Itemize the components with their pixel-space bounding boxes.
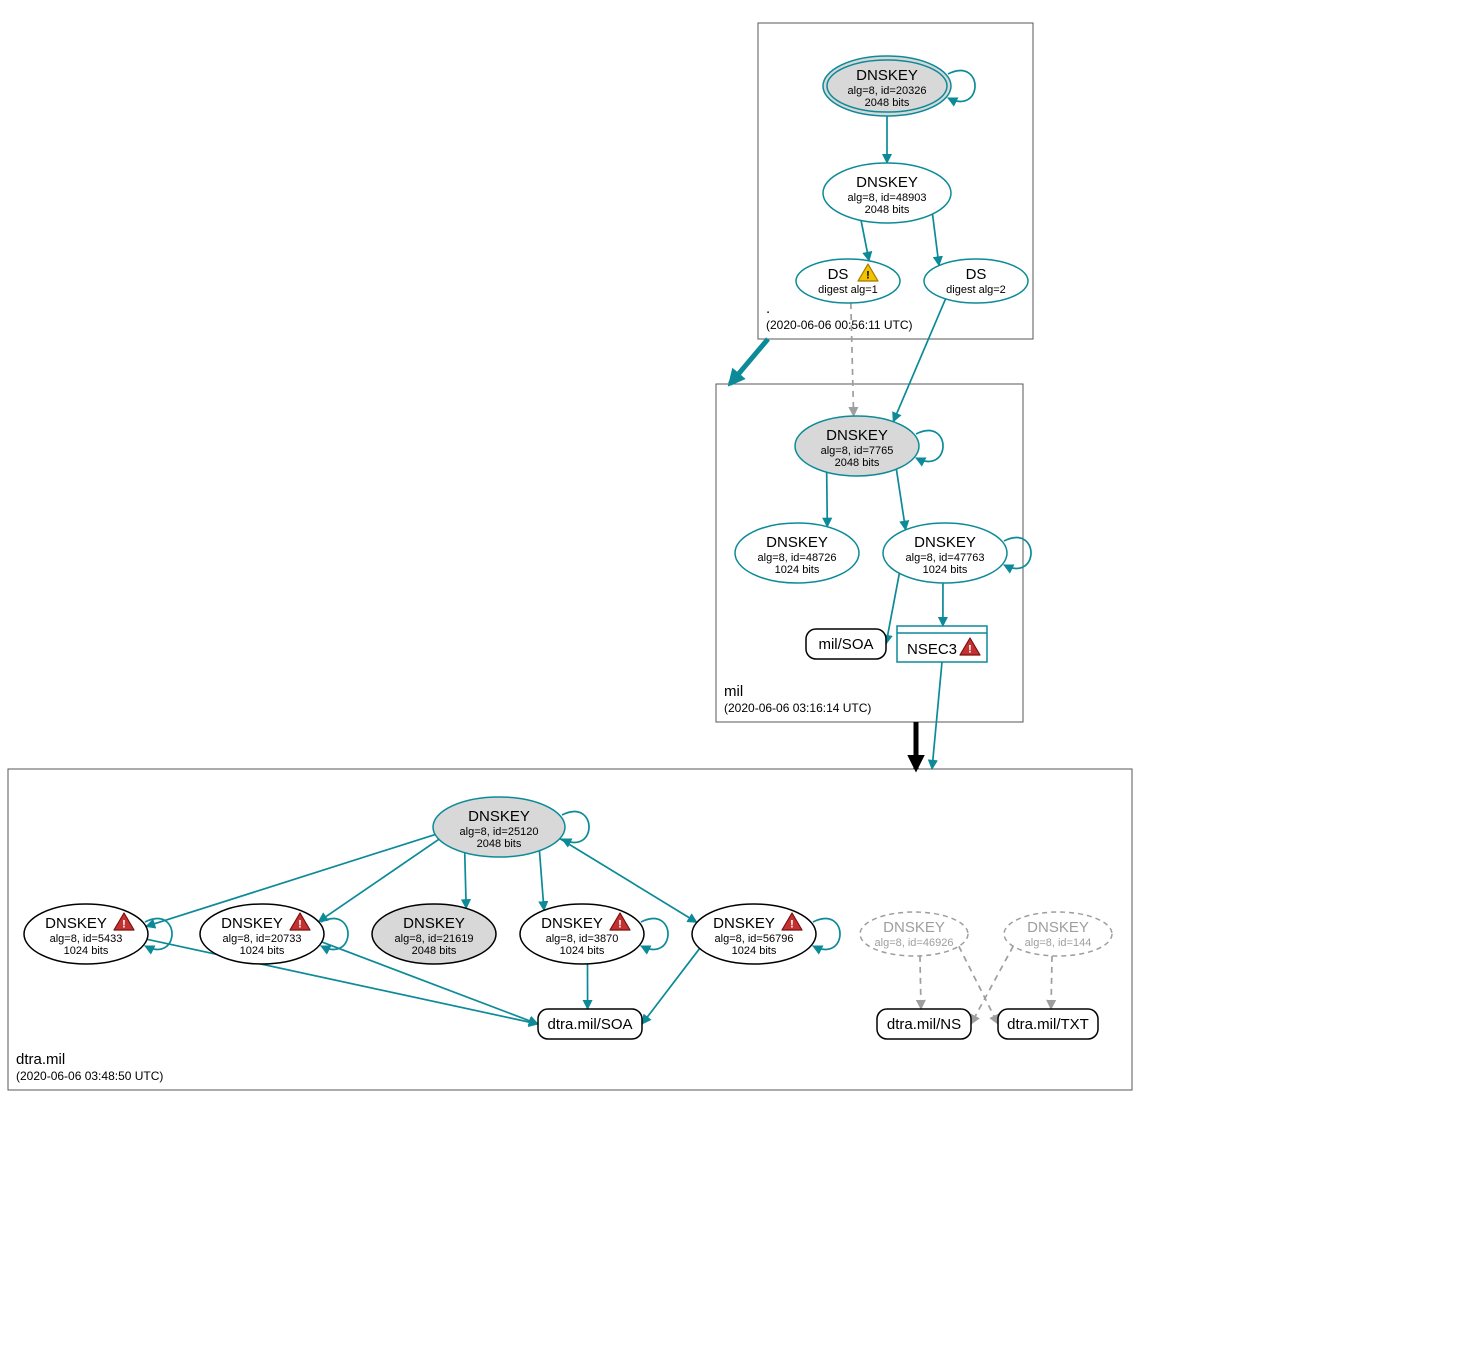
record-dtra_soa: dtra.mil/SOA (538, 1009, 642, 1039)
node-dtra_k3: DNSKEYalg=8, id=216192048 bits (372, 904, 496, 964)
svg-text:dtra.mil: dtra.mil (16, 1051, 65, 1068)
svg-text:alg=8, id=48903: alg=8, id=48903 (848, 192, 927, 204)
node-dtra_ksk: DNSKEYalg=8, id=251202048 bits (433, 797, 565, 857)
svg-text:DS: DS (966, 266, 987, 283)
svg-text:1024 bits: 1024 bits (775, 564, 820, 576)
node-ds2: DSdigest alg=2 (924, 259, 1028, 303)
node-mil_ksk: DNSKEYalg=8, id=77652048 bits (795, 416, 919, 476)
node-mil_z1: DNSKEYalg=8, id=487261024 bits (735, 523, 859, 583)
node-dtra_k2: DNSKEYalg=8, id=207331024 bits! (200, 904, 324, 964)
svg-text:1024 bits: 1024 bits (64, 945, 109, 957)
svg-text:DNSKEY: DNSKEY (221, 915, 283, 932)
svg-text:!: ! (866, 270, 870, 282)
svg-text:digest alg=1: digest alg=1 (818, 284, 878, 296)
node-dtra_g1: DNSKEYalg=8, id=46926 (860, 912, 968, 956)
svg-text:1024 bits: 1024 bits (923, 564, 968, 576)
svg-text:alg=8, id=46926: alg=8, id=46926 (875, 937, 954, 949)
node-root_ksk: DNSKEYalg=8, id=203262048 bits (823, 56, 951, 116)
svg-text:(2020-06-06 03:16:14 UTC): (2020-06-06 03:16:14 UTC) (724, 701, 871, 715)
svg-text:!: ! (968, 644, 972, 656)
node-dtra_g2: DNSKEYalg=8, id=144 (1004, 912, 1112, 956)
svg-text:2048 bits: 2048 bits (865, 97, 910, 109)
svg-text:alg=8, id=25120: alg=8, id=25120 (460, 826, 539, 838)
svg-text:DNSKEY: DNSKEY (826, 427, 888, 444)
svg-text:!: ! (122, 919, 126, 931)
svg-text:DNSKEY: DNSKEY (856, 174, 918, 191)
record-nsec3: NSEC3! (897, 626, 987, 662)
svg-text:alg=8, id=20326: alg=8, id=20326 (848, 85, 927, 97)
svg-text:DNSKEY: DNSKEY (468, 808, 530, 825)
node-mil_z2: DNSKEYalg=8, id=477631024 bits (883, 523, 1007, 583)
svg-text:alg=8, id=48726: alg=8, id=48726 (758, 552, 837, 564)
svg-text:mil: mil (724, 683, 743, 700)
svg-text:mil/SOA: mil/SOA (818, 636, 873, 653)
svg-text:DNSKEY: DNSKEY (883, 919, 945, 936)
svg-text:NSEC3: NSEC3 (907, 641, 957, 658)
record-dtra_txt: dtra.mil/TXT (998, 1009, 1098, 1039)
svg-text:alg=8, id=47763: alg=8, id=47763 (906, 552, 985, 564)
dnssec-diagram: .(2020-06-06 00:56:11 UTC)mil(2020-06-06… (0, 0, 1467, 1370)
svg-text:alg=8, id=21619: alg=8, id=21619 (395, 933, 474, 945)
node-dtra_k4: DNSKEYalg=8, id=38701024 bits! (520, 904, 644, 964)
svg-text:DNSKEY: DNSKEY (914, 534, 976, 551)
svg-text:DNSKEY: DNSKEY (713, 915, 775, 932)
svg-text:!: ! (298, 919, 302, 931)
svg-text:DS: DS (828, 266, 849, 283)
svg-text:dtra.mil/NS: dtra.mil/NS (887, 1016, 961, 1033)
svg-text:(2020-06-06 03:48:50 UTC): (2020-06-06 03:48:50 UTC) (16, 1069, 163, 1083)
svg-text:2048 bits: 2048 bits (477, 838, 522, 850)
svg-text:1024 bits: 1024 bits (240, 945, 285, 957)
svg-text:.: . (766, 300, 770, 317)
svg-text:!: ! (618, 919, 622, 931)
svg-text:2048 bits: 2048 bits (835, 457, 880, 469)
node-dtra_k5: DNSKEYalg=8, id=567961024 bits! (692, 904, 816, 964)
node-root_zsk: DNSKEYalg=8, id=489032048 bits (823, 163, 951, 223)
svg-text:2048 bits: 2048 bits (412, 945, 457, 957)
node-dtra_k1: DNSKEYalg=8, id=54331024 bits! (24, 904, 148, 964)
record-dtra_ns: dtra.mil/NS (877, 1009, 971, 1039)
record-mil_soa: mil/SOA (806, 629, 886, 659)
svg-text:alg=8, id=7765: alg=8, id=7765 (821, 445, 894, 457)
svg-text:alg=8, id=5433: alg=8, id=5433 (50, 933, 123, 945)
svg-text:1024 bits: 1024 bits (732, 945, 777, 957)
svg-text:DNSKEY: DNSKEY (1027, 919, 1089, 936)
svg-text:alg=8, id=56796: alg=8, id=56796 (715, 933, 794, 945)
svg-text:1024 bits: 1024 bits (560, 945, 605, 957)
svg-text:2048 bits: 2048 bits (865, 204, 910, 216)
svg-text:!: ! (790, 919, 794, 931)
svg-text:alg=8, id=144: alg=8, id=144 (1025, 937, 1092, 949)
node-ds1: DSdigest alg=1! (796, 259, 900, 303)
svg-text:DNSKEY: DNSKEY (766, 534, 828, 551)
svg-text:dtra.mil/SOA: dtra.mil/SOA (547, 1016, 632, 1033)
svg-text:DNSKEY: DNSKEY (45, 915, 107, 932)
svg-text:dtra.mil/TXT: dtra.mil/TXT (1007, 1016, 1089, 1033)
svg-text:DNSKEY: DNSKEY (856, 67, 918, 84)
svg-text:DNSKEY: DNSKEY (403, 915, 465, 932)
nodes: DNSKEYalg=8, id=203262048 bitsDNSKEYalg=… (24, 56, 1112, 1039)
svg-text:digest alg=2: digest alg=2 (946, 284, 1006, 296)
svg-text:(2020-06-06 00:56:11 UTC): (2020-06-06 00:56:11 UTC) (766, 318, 913, 332)
svg-text:alg=8, id=20733: alg=8, id=20733 (223, 933, 302, 945)
svg-text:alg=8, id=3870: alg=8, id=3870 (546, 933, 619, 945)
svg-text:DNSKEY: DNSKEY (541, 915, 603, 932)
